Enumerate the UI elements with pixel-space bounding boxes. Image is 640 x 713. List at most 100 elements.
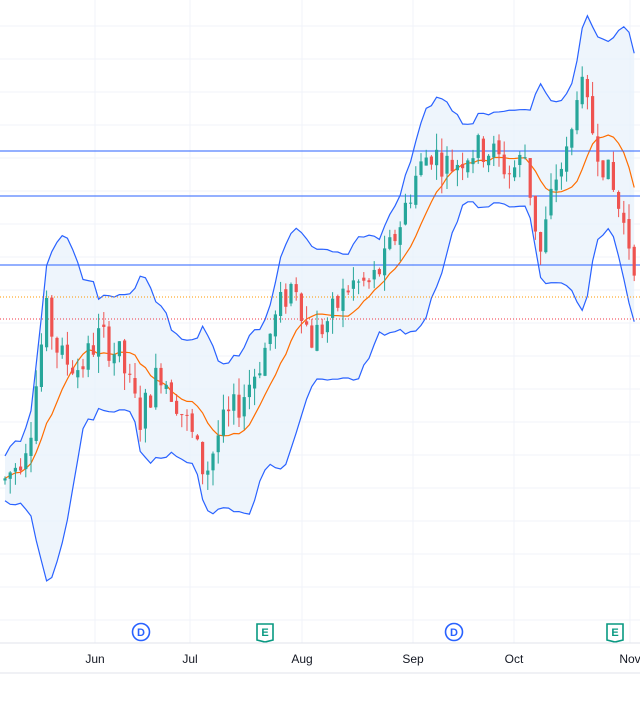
candle-down — [175, 400, 179, 414]
dividend-marker-icon[interactable]: D — [131, 622, 151, 642]
candle-down — [201, 441, 205, 475]
candle-down — [159, 367, 163, 386]
candle-down — [533, 195, 537, 232]
earnings-marker-icon[interactable]: E — [256, 623, 274, 643]
candle-up — [221, 409, 225, 436]
candle-up — [242, 397, 246, 417]
candle-up — [29, 437, 33, 456]
candle-up — [253, 376, 257, 389]
candle-down — [497, 140, 501, 155]
candle-up — [143, 392, 147, 429]
marker-label: E — [261, 627, 268, 639]
candle-down — [528, 158, 532, 198]
candle-down — [91, 345, 95, 355]
candle-up — [575, 100, 579, 131]
x-tick-label: Oct — [505, 652, 524, 666]
candle-up — [76, 370, 80, 378]
candle-up — [8, 472, 12, 479]
candle-down — [507, 173, 511, 175]
x-tick-label: Sep — [402, 652, 424, 666]
candle-down — [299, 293, 303, 321]
candle-up — [211, 453, 215, 471]
candle-up — [117, 341, 121, 357]
candle-up — [580, 76, 584, 105]
candle-up — [24, 453, 28, 470]
candle-down — [440, 152, 444, 177]
candle-down — [429, 156, 433, 165]
candle-down — [461, 164, 465, 169]
candle-down — [185, 414, 189, 416]
candle-down — [305, 321, 309, 325]
marker-label: D — [450, 627, 458, 639]
candle-down — [138, 397, 142, 430]
candle-down — [481, 138, 485, 162]
marker-label: D — [137, 627, 145, 639]
candle-up — [471, 158, 475, 165]
candle-down — [596, 136, 600, 162]
candle-up — [60, 345, 64, 355]
candle-up — [409, 202, 413, 204]
marker-label: E — [611, 627, 618, 639]
candle-up — [232, 394, 236, 411]
candle-up — [315, 324, 319, 351]
candle-up — [492, 143, 496, 158]
candle-up — [357, 281, 361, 283]
candle-up — [273, 314, 277, 337]
candle-down — [133, 378, 137, 394]
candle-down — [362, 277, 366, 281]
candle-down — [601, 160, 605, 178]
candle-up — [424, 157, 428, 166]
candle-up — [403, 202, 407, 225]
candle-up — [544, 219, 548, 253]
candle-down — [310, 325, 314, 348]
candle-down — [71, 367, 75, 374]
candle-up — [554, 179, 558, 191]
candle-up — [476, 135, 480, 158]
candle-up — [3, 478, 7, 481]
candle-up — [414, 175, 418, 205]
dividend-marker-icon[interactable]: D — [444, 622, 464, 642]
candle-down — [81, 366, 85, 370]
candle-down — [611, 161, 615, 190]
candle-up — [154, 367, 158, 408]
candle-up — [86, 343, 90, 370]
candle-down — [180, 414, 184, 416]
candle-up — [523, 157, 527, 159]
candle-up — [279, 291, 283, 317]
x-tick-label: Nov — [619, 652, 640, 666]
candle-down — [123, 340, 127, 374]
candle-up — [487, 155, 491, 166]
candle-up — [258, 373, 262, 376]
candle-down — [539, 232, 543, 252]
candle-up — [341, 288, 345, 311]
candle-up — [518, 154, 522, 166]
candle-down — [450, 159, 454, 172]
candle-up — [383, 248, 387, 276]
earnings-marker-icon[interactable]: E — [606, 623, 624, 643]
candle-down — [149, 395, 153, 408]
candle-up — [268, 333, 272, 345]
candle-down — [294, 284, 298, 293]
candle-up — [97, 328, 101, 357]
candle-up — [513, 167, 517, 178]
candle-down — [377, 269, 381, 275]
candle-up — [419, 161, 423, 176]
candle-down — [169, 382, 173, 402]
candle-down — [227, 409, 231, 412]
x-tick-label: Jul — [182, 652, 197, 666]
x-tick-label: Aug — [291, 652, 312, 666]
candle-down — [320, 324, 324, 335]
bollinger-lower-band — [4, 201, 635, 582]
candles-group — [3, 66, 636, 494]
candle-up — [247, 384, 251, 398]
x-tick-label: Jun — [85, 652, 104, 666]
candle-down — [50, 297, 54, 337]
candle-up — [112, 354, 116, 364]
candle-down — [128, 373, 132, 375]
candle-up — [325, 321, 329, 333]
candle-up — [565, 146, 569, 172]
candle-down — [55, 337, 59, 353]
candle-up — [34, 386, 38, 441]
